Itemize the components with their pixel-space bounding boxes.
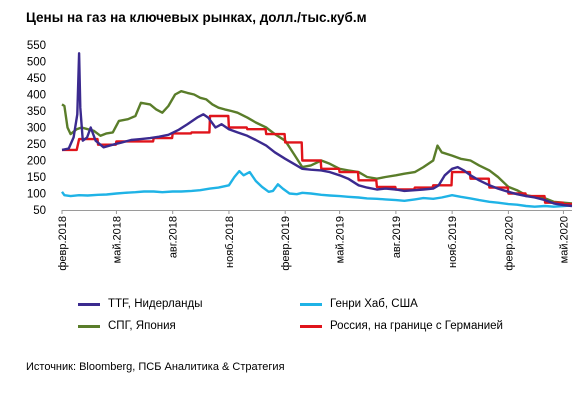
x-tick-label: февр.2020 bbox=[503, 216, 515, 271]
legend-item-lng-japan: СПГ, Япония bbox=[78, 320, 176, 332]
x-tick-label: февр.2019 bbox=[280, 216, 292, 271]
legend-label-henry-hub: Генри Хаб, США bbox=[330, 298, 418, 310]
legend-swatch-henry-hub bbox=[300, 302, 322, 306]
y-tick-label: 200 bbox=[27, 156, 46, 168]
series-layer bbox=[61, 52, 573, 208]
x-tick-label: май.2019 bbox=[335, 216, 347, 263]
series-line-1 bbox=[61, 169, 573, 208]
y-tick-label: 50 bbox=[33, 205, 46, 217]
legend-label-russia: Россия, на границе с Германией bbox=[330, 320, 503, 332]
y-tick-label: 400 bbox=[27, 90, 46, 102]
y-tick-label: 350 bbox=[27, 106, 46, 118]
x-tick-label: авг.2019 bbox=[391, 216, 403, 258]
x-tick-label: авг.2018 bbox=[168, 216, 180, 258]
y-tick-label: 550 bbox=[27, 40, 46, 52]
y-tick-label: 500 bbox=[27, 57, 46, 69]
chart-title: Цены на газ на ключевых рынках, долл./ты… bbox=[26, 10, 367, 25]
y-tick-label: 450 bbox=[27, 73, 46, 85]
y-tick-label: 250 bbox=[27, 139, 46, 151]
source-note: Источник: Bloomberg, ПСБ Аналитика & Стр… bbox=[26, 361, 285, 373]
legend-label-lng-japan: СПГ, Япония bbox=[108, 320, 176, 332]
legend-label-ttf: TTF, Нидерланды bbox=[108, 298, 203, 310]
chart-plot: 50 100 150 200 250 300 350 400 450 500 550 февр.20… bbox=[27, 40, 573, 271]
y-tick-label: 150 bbox=[27, 172, 46, 184]
legend-item-russia: Россия, на границе с Германией bbox=[300, 320, 503, 332]
legend-swatch-ttf bbox=[78, 302, 100, 306]
legend-item-ttf: TTF, Нидерланды bbox=[78, 298, 202, 310]
x-tick-label: февр.2018 bbox=[57, 216, 69, 271]
legend-swatch-lng-japan bbox=[78, 324, 100, 328]
x-tick-label: нояб.2018 bbox=[224, 216, 236, 268]
y-tick-label: 100 bbox=[27, 189, 46, 201]
x-tick-label: май.2020 bbox=[558, 216, 570, 263]
y-tick-label: 300 bbox=[27, 123, 46, 135]
legend-swatch-russia bbox=[300, 324, 322, 328]
x-axis: февр.2018 май.2018 авг.2018 нояб.2018 февр.2… bbox=[57, 210, 572, 271]
y-axis: 50 100 150 200 250 300 350 400 450 500 550 bbox=[27, 40, 46, 217]
x-tick-label: нояб.2019 bbox=[447, 216, 459, 268]
x-tick-label: май.2018 bbox=[111, 216, 123, 263]
legend-item-henry-hub: Генри Хаб, США bbox=[300, 298, 418, 310]
series-line-0 bbox=[61, 52, 573, 208]
